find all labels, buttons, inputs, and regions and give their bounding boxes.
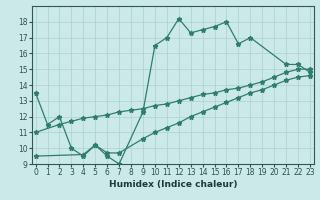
- X-axis label: Humidex (Indice chaleur): Humidex (Indice chaleur): [108, 180, 237, 189]
